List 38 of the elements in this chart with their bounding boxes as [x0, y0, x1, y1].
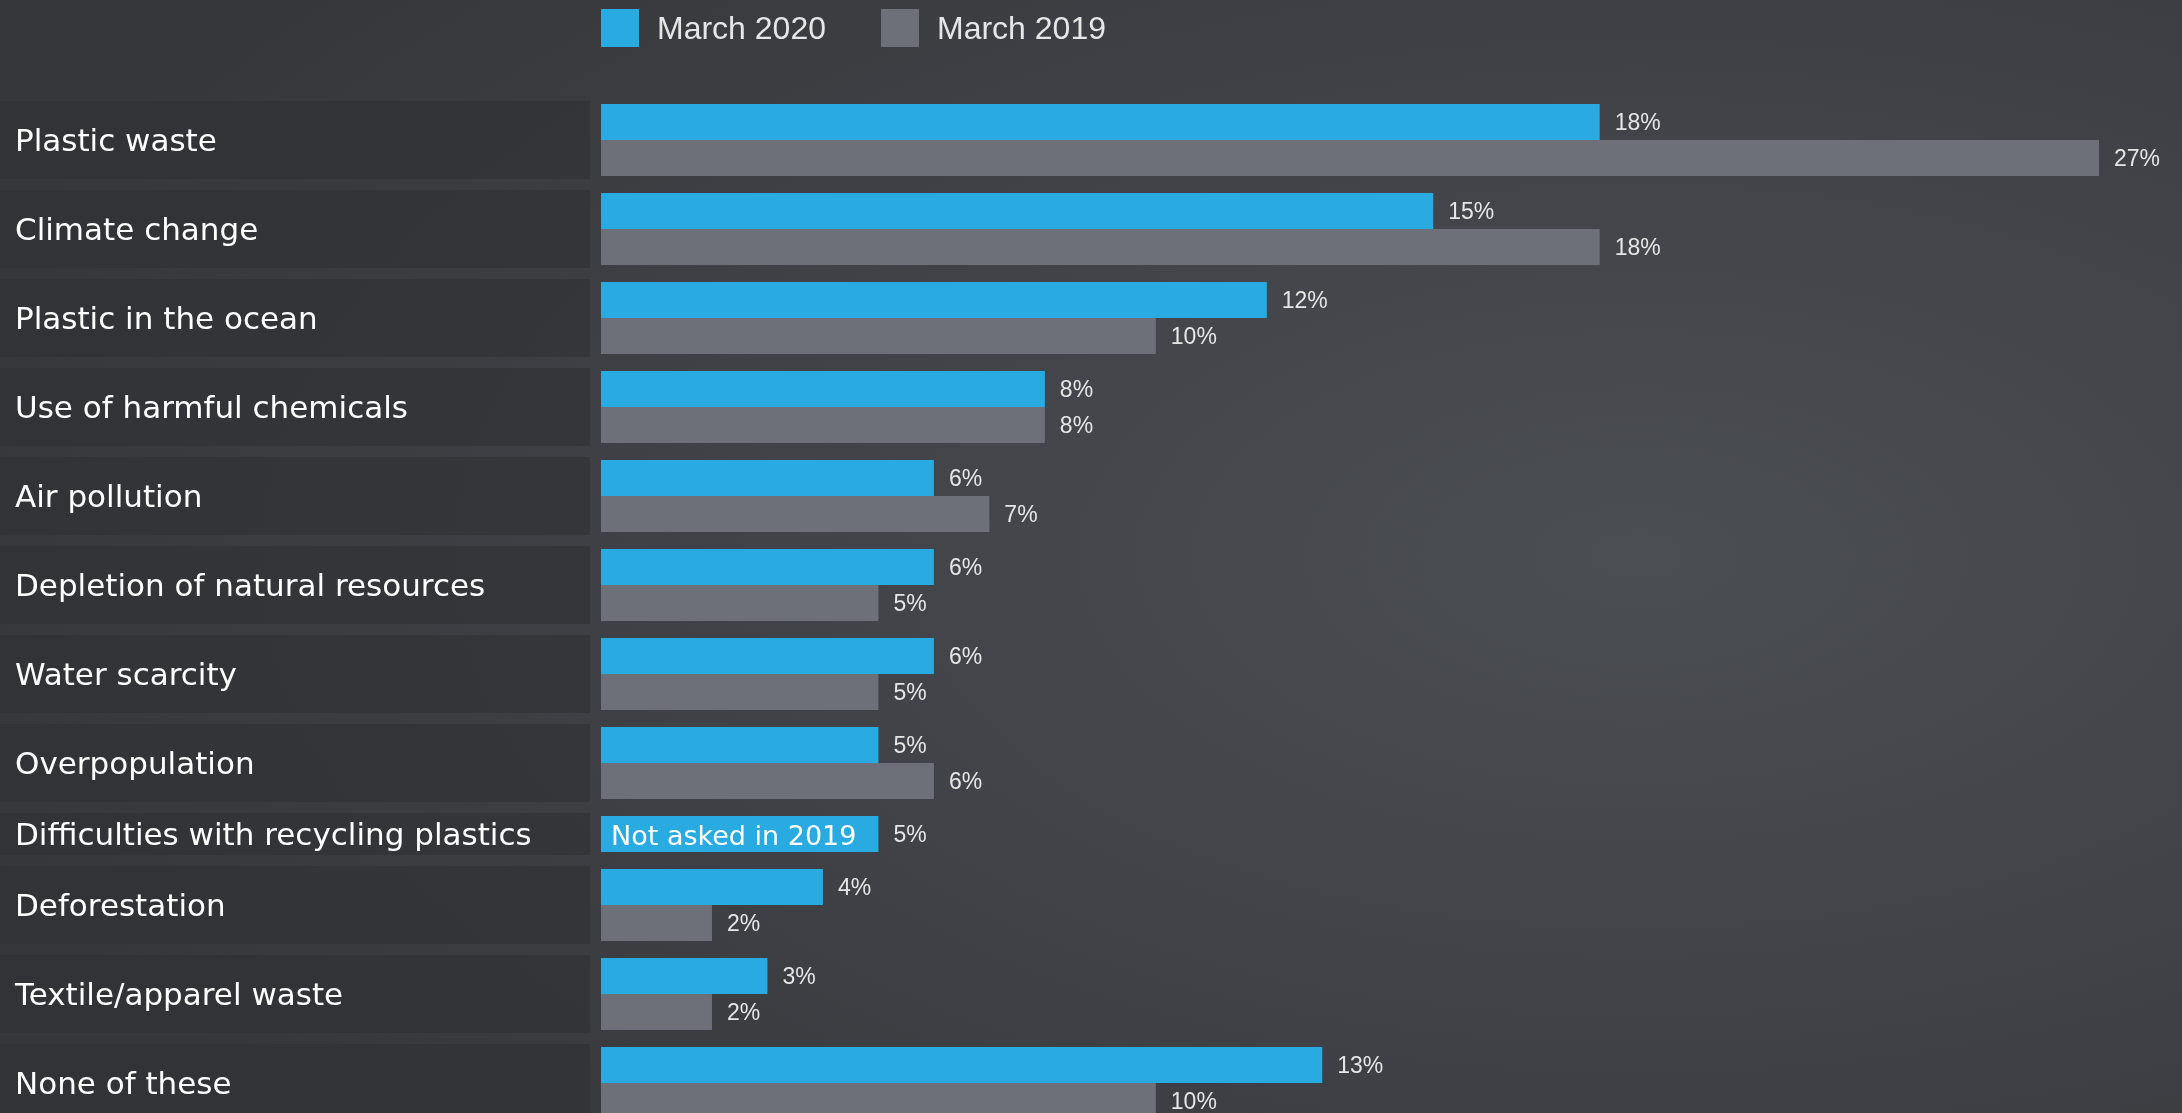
data-label: 6% [948, 554, 983, 581]
data-label: 5% [893, 679, 927, 706]
y-tick-label: Textile/apparel waste [14, 975, 344, 1012]
y-tick-label: Depletion of natural resources [15, 566, 486, 603]
data-label: 10% [1170, 1088, 1217, 1113]
y-tick-label: Plastic in the ocean [15, 299, 318, 336]
data-label: 8% [1059, 412, 1094, 439]
data-label: 15% [1448, 198, 1495, 225]
data-label: 4% [837, 874, 872, 901]
annotation: Not asked in 2019 [611, 820, 857, 852]
data-label: 5% [893, 732, 927, 759]
data-label: 2% [726, 910, 761, 937]
data-label: 6% [948, 643, 983, 670]
y-tick-label: Use of harmful chemicals [15, 388, 408, 425]
y-tick-label: Plastic waste [15, 121, 217, 158]
data-label: 5% [893, 821, 927, 848]
y-tick-label: None of these [15, 1064, 232, 1101]
y-tick-label: Difficulties with recycling plastics [15, 815, 532, 852]
data-label: 27% [2114, 145, 2161, 172]
data-label: 12% [1281, 287, 1328, 314]
data-label: 6% [948, 768, 983, 795]
data-label: 8% [1059, 376, 1094, 403]
data-label: 7% [1004, 501, 1038, 528]
legend-label: March 2020 [657, 10, 826, 47]
y-tick-label: Water scarcity [15, 655, 237, 692]
y-tick-label: Air pollution [15, 477, 203, 514]
data-label: 5% [893, 590, 927, 617]
data-label: 10% [1170, 323, 1217, 350]
data-label: 6% [948, 465, 983, 492]
y-tick-label: Climate change [15, 210, 259, 247]
data-label: 2% [726, 999, 761, 1026]
data-label: 3% [782, 963, 816, 990]
y-tick-label: Overpopulation [15, 744, 255, 781]
data-label: 18% [1614, 234, 1661, 261]
data-label: 18% [1614, 109, 1661, 136]
data-label: 13% [1337, 1052, 1384, 1079]
y-tick-label: Deforestation [15, 886, 226, 923]
legend-label: March 2019 [937, 10, 1106, 47]
